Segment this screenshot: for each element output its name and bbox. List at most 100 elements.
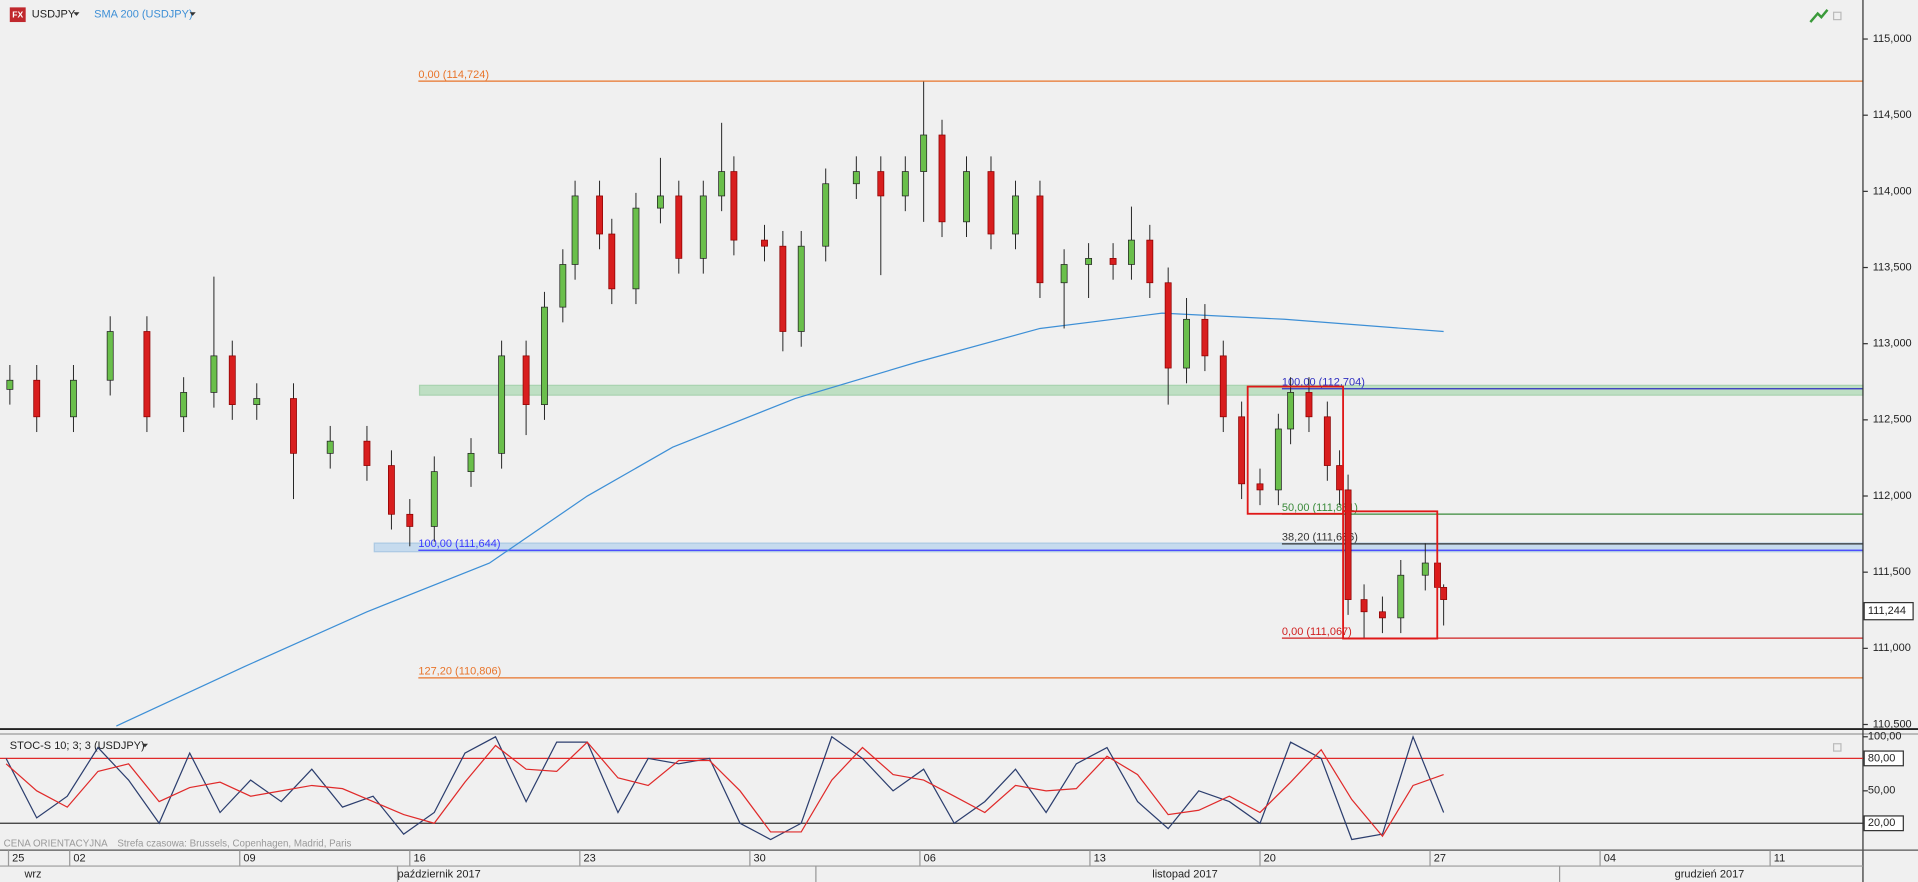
candle-body [1378, 611, 1386, 619]
candle-body [797, 245, 805, 332]
candle-body [6, 379, 14, 390]
candle-body [228, 355, 236, 405]
candle-body [1440, 587, 1448, 600]
window-button[interactable] [1832, 743, 1842, 752]
candle-body [1109, 258, 1117, 265]
fib-label: 127,20 (110,806) [418, 666, 501, 678]
stochastic-line [5, 734, 1445, 841]
candle-body [1305, 392, 1313, 418]
last-price-box [1863, 601, 1914, 621]
month-label: wrz [23, 869, 41, 881]
candle-body [143, 331, 151, 418]
candle-body [253, 398, 261, 405]
y-tick-label: 111,500 [1873, 566, 1911, 578]
candle-body [938, 134, 946, 223]
candle-body [761, 239, 768, 247]
candle-body [1238, 416, 1246, 485]
y-tick-label: 113,500 [1873, 261, 1912, 273]
last-price-label: 111,244 [1868, 605, 1906, 617]
candle-body [1060, 264, 1068, 284]
candle-body [1256, 483, 1264, 491]
x-tick-label: 27 [1434, 853, 1446, 865]
fx-icon-label: FX [12, 10, 23, 20]
window-button[interactable] [1832, 11, 1842, 21]
candle-body [180, 392, 188, 418]
month-label: listopad 2017 [1152, 869, 1217, 881]
candle-body [987, 171, 995, 235]
candle-body [559, 264, 567, 308]
candle-body [1421, 562, 1429, 576]
fib-label: 100,00 (112,704) [1282, 377, 1365, 389]
candle-body [877, 171, 885, 197]
x-tick-label: 30 [754, 853, 766, 865]
trend-icon[interactable] [1809, 9, 1829, 23]
candle-body [657, 195, 664, 209]
price-panel: 0,00 (114,724) 100,00 (111,644) 127,20 (11… [6, 69, 1863, 727]
candle-body [541, 306, 548, 405]
dropdown-arrow[interactable] [73, 12, 80, 16]
y-tick-label: 80,00 [1868, 752, 1896, 764]
y-tick-label: 114,000 [1873, 185, 1912, 197]
candle-body [522, 355, 530, 405]
candle-body [106, 331, 114, 381]
y-tick-label: 100,00 [1868, 731, 1902, 743]
candle-body [498, 355, 506, 454]
pattern-box [1246, 385, 1345, 515]
fib-label: 50,00 (111,881) [1282, 502, 1358, 514]
indicator-title[interactable]: STOC-S 10; 3; 3 (USDJPY) [10, 740, 145, 752]
y-tick-label: 111,000 [1873, 642, 1911, 654]
indicator-label[interactable]: SMA 200 (USDJPY) [94, 9, 192, 21]
support-zone [418, 384, 1864, 396]
candle-body [388, 465, 395, 515]
x-tick-label: 20 [1264, 853, 1276, 865]
candle-body [920, 134, 928, 172]
candle-body [1164, 282, 1172, 369]
month-label: październik 2017 [398, 869, 481, 881]
fx-icon[interactable] [9, 7, 26, 23]
stochastic-panel [0, 734, 1863, 841]
candle-body [1287, 392, 1295, 430]
candle-body [901, 171, 909, 197]
x-tick-label: 11 [1774, 853, 1785, 865]
dropdown-arrow[interactable] [189, 12, 196, 16]
x-tick-label: 23 [584, 853, 596, 865]
stochastic-line [5, 741, 1444, 838]
candle-body [290, 398, 297, 454]
fib-label: 100,00 (111,644) [418, 538, 500, 550]
y-tick-label: 112,000 [1873, 490, 1912, 502]
candle-body [632, 207, 640, 290]
candle-body [608, 233, 616, 290]
fib-label: 0,00 (114,724) [418, 69, 489, 81]
candle-body [571, 195, 579, 265]
pattern-box [1342, 510, 1439, 640]
candle-body [363, 440, 371, 466]
month-label: grudzień 2017 [1675, 869, 1745, 881]
candle-body [430, 471, 438, 527]
y-tick-label: 50,00 [1868, 785, 1896, 797]
candle-body [1323, 416, 1331, 466]
y-tick-label: 115,000 [1873, 33, 1912, 45]
fib-label: 38,20 (111,686) [1282, 532, 1358, 544]
candle-body [33, 379, 41, 418]
y-tick-box [1863, 750, 1904, 767]
y-tick-box [1863, 815, 1904, 832]
candle-body [1336, 465, 1343, 491]
symbol-label[interactable]: USDJPY [32, 9, 76, 21]
candle-body [963, 171, 970, 223]
candle-body [730, 171, 738, 241]
x-tick-label: 09 [243, 853, 255, 865]
timezone-note: Strefa czasowa: Brussels, Copenhagen, Ma… [117, 839, 351, 850]
candle-body [1397, 574, 1405, 619]
candle-body [1219, 355, 1227, 418]
candle-body [210, 355, 218, 393]
fib-label: 0,00 (111,067) [1282, 626, 1352, 638]
y-tick-label: 113,000 [1873, 338, 1912, 350]
candle-body [1036, 195, 1044, 284]
y-tick-label: 114,500 [1873, 109, 1912, 121]
source-note: CENA ORIENTACYJNA [4, 839, 108, 850]
y-tick-label: 112,500 [1873, 414, 1912, 426]
candle-body [467, 452, 475, 473]
dropdown-arrow[interactable] [141, 743, 149, 748]
